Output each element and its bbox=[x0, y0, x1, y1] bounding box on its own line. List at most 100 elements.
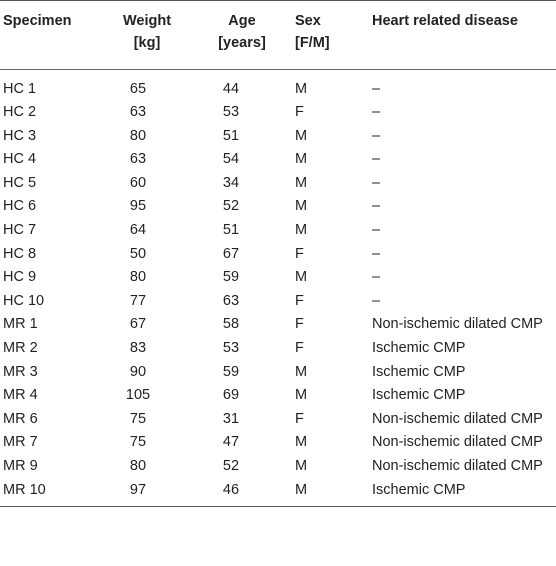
cell-disease: – bbox=[372, 104, 381, 121]
cell-disease: – bbox=[372, 151, 381, 168]
cell-disease: Ischemic CMP bbox=[372, 387, 466, 404]
table-header: Specimen Weight [kg] Age [years] Sex [F/… bbox=[0, 0, 556, 70]
cell-age: 51 bbox=[222, 222, 240, 239]
header-age-label: Age bbox=[228, 13, 256, 29]
cell-sex: M bbox=[295, 458, 308, 474]
cell-weight: 105 bbox=[125, 387, 151, 404]
cell-specimen: HC 8 bbox=[3, 245, 37, 262]
cell-specimen: MR 3 bbox=[3, 363, 38, 380]
cell-sex: M bbox=[295, 363, 308, 380]
cell-weight: 60 bbox=[129, 174, 147, 191]
header-sex: Sex [F/M] bbox=[290, 1, 366, 70]
cell-sex: M bbox=[295, 198, 308, 215]
cell-specimen: HC 5 bbox=[3, 174, 37, 191]
cell-sex: F bbox=[295, 104, 304, 121]
cell-age: 47 bbox=[222, 434, 240, 451]
table-row: HC 10 77 63 F – bbox=[0, 290, 556, 314]
cell-age: 58 bbox=[222, 316, 240, 333]
cell-specimen: HC 3 bbox=[3, 127, 37, 144]
cell-sex: F bbox=[295, 316, 304, 333]
cell-age: 54 bbox=[222, 151, 240, 168]
table-row: HC 8 50 67 F – bbox=[0, 243, 556, 267]
table-row: HC 7 64 51 M – bbox=[0, 219, 556, 243]
header-specimen-label: Specimen bbox=[3, 13, 72, 29]
header-disease: Heart related disease bbox=[366, 1, 556, 70]
header-weight: Weight [kg] bbox=[100, 1, 194, 70]
cell-specimen: MR 9 bbox=[3, 458, 38, 474]
table-row: HC 9 80 59 M – bbox=[0, 266, 556, 290]
header-sex-label: Sex bbox=[295, 13, 321, 29]
cell-weight: 80 bbox=[129, 458, 147, 474]
cell-disease: – bbox=[372, 222, 381, 239]
cell-sex: F bbox=[295, 410, 304, 427]
cell-sex: F bbox=[295, 245, 304, 262]
cell-age: 63 bbox=[222, 292, 240, 309]
cell-disease: – bbox=[372, 198, 381, 215]
cell-weight: 83 bbox=[129, 340, 147, 357]
cell-weight: 80 bbox=[129, 127, 147, 144]
cell-weight: 95 bbox=[129, 198, 147, 215]
cell-age: 69 bbox=[222, 387, 240, 404]
cell-sex: F bbox=[295, 292, 304, 309]
cell-weight: 67 bbox=[129, 316, 147, 333]
table-row: MR 6 75 31 F Non-ischemic dilated CMP bbox=[0, 408, 556, 432]
table-row: MR 4 105 69 M Ischemic CMP bbox=[0, 384, 556, 408]
cell-age: 59 bbox=[222, 269, 240, 286]
table-body: HC 1 65 44 M – HC 2 63 53 F – HC 3 80 51 M – HC 4 63 54 M –… bbox=[0, 69, 556, 508]
cell-weight: 90 bbox=[129, 363, 147, 380]
cell-age: 52 bbox=[222, 198, 240, 215]
cell-disease: Ischemic CMP bbox=[366, 478, 556, 508]
cell-sex: M bbox=[295, 269, 308, 286]
cell-weight: 63 bbox=[129, 151, 147, 168]
table-row: HC 1 65 44 M – bbox=[0, 69, 556, 101]
cell-sex: M bbox=[295, 434, 308, 451]
cell-disease: Non-ischemic dilated CMP bbox=[372, 316, 543, 333]
cell-specimen: HC 7 bbox=[3, 222, 37, 239]
cell-age: 31 bbox=[222, 410, 240, 427]
header-weight-unit: [kg] bbox=[133, 35, 161, 51]
top-rule bbox=[0, 0, 556, 1]
cell-age: 46 bbox=[194, 478, 290, 508]
header-age-unit: [years] bbox=[218, 35, 266, 51]
cell-sex: F bbox=[295, 340, 304, 357]
cell-specimen: MR 2 bbox=[3, 340, 38, 357]
cell-weight: 65 bbox=[129, 80, 147, 97]
cell-specimen: MR 10 bbox=[0, 478, 100, 508]
table-row: HC 2 63 53 F – bbox=[0, 101, 556, 125]
table-row: MR 3 90 59 M Ischemic CMP bbox=[0, 361, 556, 385]
table-row: MR 7 75 47 M Non-ischemic dilated CMP bbox=[0, 431, 556, 455]
cell-disease: – bbox=[372, 245, 381, 262]
specimen-table: Specimen Weight [kg] Age [years] Sex [F/… bbox=[0, 0, 556, 508]
cell-disease: Non-ischemic dilated CMP bbox=[372, 410, 543, 427]
cell-age: 44 bbox=[222, 80, 240, 97]
cell-disease: – bbox=[372, 269, 381, 286]
cell-age: 59 bbox=[222, 363, 240, 380]
header-age: Age [years] bbox=[194, 1, 290, 70]
cell-weight: 80 bbox=[129, 269, 147, 286]
cell-weight: 75 bbox=[129, 434, 147, 451]
cell-disease: – bbox=[372, 80, 381, 97]
cell-sex: M bbox=[295, 151, 308, 168]
header-row: Specimen Weight [kg] Age [years] Sex [F/… bbox=[0, 1, 556, 70]
cell-specimen: MR 6 bbox=[3, 410, 38, 427]
table-row: HC 4 63 54 M – bbox=[0, 148, 556, 172]
cell-sex: M bbox=[295, 174, 308, 191]
table-row: MR 2 83 53 F Ischemic CMP bbox=[0, 337, 556, 361]
cell-specimen: HC 2 bbox=[3, 104, 37, 121]
cell-weight: 75 bbox=[129, 410, 147, 427]
cell-weight: 64 bbox=[129, 222, 147, 239]
cell-age: 34 bbox=[222, 174, 240, 191]
cell-weight: 77 bbox=[129, 292, 147, 309]
cell-disease: Non-ischemic dilated CMP bbox=[372, 434, 543, 451]
cell-disease: Non-ischemic dilated CMP bbox=[372, 458, 543, 474]
table-row: MR 1 67 58 F Non-ischemic dilated CMP bbox=[0, 313, 556, 337]
cell-age: 52 bbox=[222, 458, 240, 474]
header-disease-label: Heart related disease bbox=[372, 13, 518, 29]
cell-weight: 50 bbox=[129, 245, 147, 262]
cell-specimen: MR 1 bbox=[3, 316, 38, 333]
cell-sex: M bbox=[290, 478, 366, 508]
table-row: HC 6 95 52 M – bbox=[0, 195, 556, 219]
cell-specimen: HC 10 bbox=[3, 292, 45, 309]
cell-specimen: MR 4 bbox=[3, 387, 38, 404]
